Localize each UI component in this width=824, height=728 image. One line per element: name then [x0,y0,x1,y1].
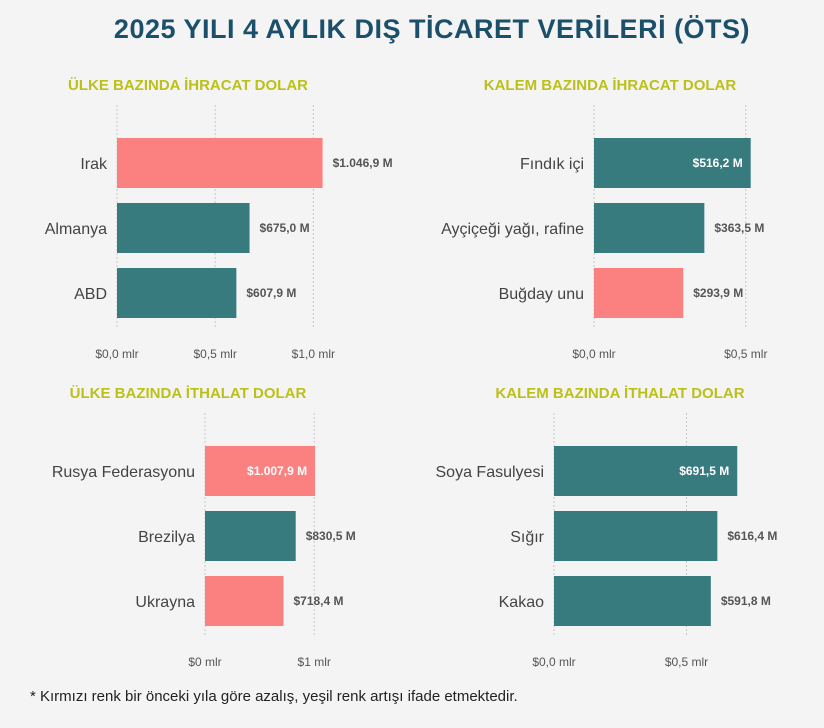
category-label: Almanya [45,221,107,238]
category-label: Kakao [499,594,544,611]
tick-label: $0,5 mlr [665,655,708,669]
bar [117,203,250,253]
value-label: $1.007,9 M [247,464,307,478]
chart-item-exports: KALEM BAZINDA İHRACAT DOLAR $0,0 mlr $0,5 … [441,77,767,361]
bar [594,138,751,188]
value-label: $718,4 M [293,594,343,608]
page-title: 2025 YILI 4 AYLIK DIŞ TİCARET VERİLERİ (… [113,14,751,44]
tick-label: $0,0 mlr [95,347,138,361]
value-label: $363,5 M [714,221,764,235]
tick-label: $1 mlr [298,655,331,669]
bar [554,511,718,561]
category-label: Ayçiçeği yağı, rafine [441,221,584,238]
footnote: * Kırmızı renk bir önceki yıla göre azal… [30,688,518,705]
category-label: Irak [80,156,108,173]
category-label: Buğday unu [499,286,584,303]
chart-title: KALEM BAZINDA İTHALAT DOLAR [495,385,744,402]
tick-label: $0,0 mlr [532,655,575,669]
value-label: $691,5 M [679,464,729,478]
chart-title: ÜLKE BAZINDA İTHALAT DOLAR [70,385,307,402]
value-label: $1.046,9 M [333,156,393,170]
tick-label: $0 mlr [188,655,221,669]
category-label: Ukrayna [135,594,195,611]
value-label: $675,0 M [260,221,310,235]
value-label: $293,9 M [693,286,743,300]
value-label: $607,9 M [246,286,296,300]
category-label: ABD [74,286,107,303]
value-label: $516,2 M [693,156,743,170]
chart-item-imports: KALEM BAZINDA İTHALAT DOLAR $0,0 mlr $0,5 … [436,385,778,669]
chart-country-imports: ÜLKE BAZINDA İTHALAT DOLAR $0 mlr $1 mlr Ru… [52,385,356,669]
value-label: $591,8 M [721,594,771,608]
chart-country-exports: ÜLKE BAZINDA İHRACAT DOLAR $0,0 mlr $0,5 m… [45,77,393,361]
bar [594,268,684,318]
category-label: Brezilya [138,529,195,546]
category-label: Soya Fasulyesi [436,464,545,481]
bar [554,446,738,496]
bar [205,446,316,496]
tick-label: $0,5 mlr [724,347,767,361]
category-label: Rusya Federasyonu [52,464,195,481]
bar [554,576,711,626]
tick-label: $0,5 mlr [194,347,237,361]
chart-title: KALEM BAZINDA İHRACAT DOLAR [484,77,737,94]
bar [117,138,323,188]
chart-title: ÜLKE BAZINDA İHRACAT DOLAR [68,77,308,94]
value-label: $616,4 M [727,529,777,543]
category-label: Fındık içi [520,156,584,173]
bar [205,511,296,561]
bar [205,576,284,626]
tick-label: $1,0 mlr [292,347,335,361]
bar [594,203,705,253]
value-label: $830,5 M [306,529,356,543]
bar [117,268,237,318]
category-label: Sığır [510,529,544,546]
tick-label: $0,0 mlr [572,347,615,361]
